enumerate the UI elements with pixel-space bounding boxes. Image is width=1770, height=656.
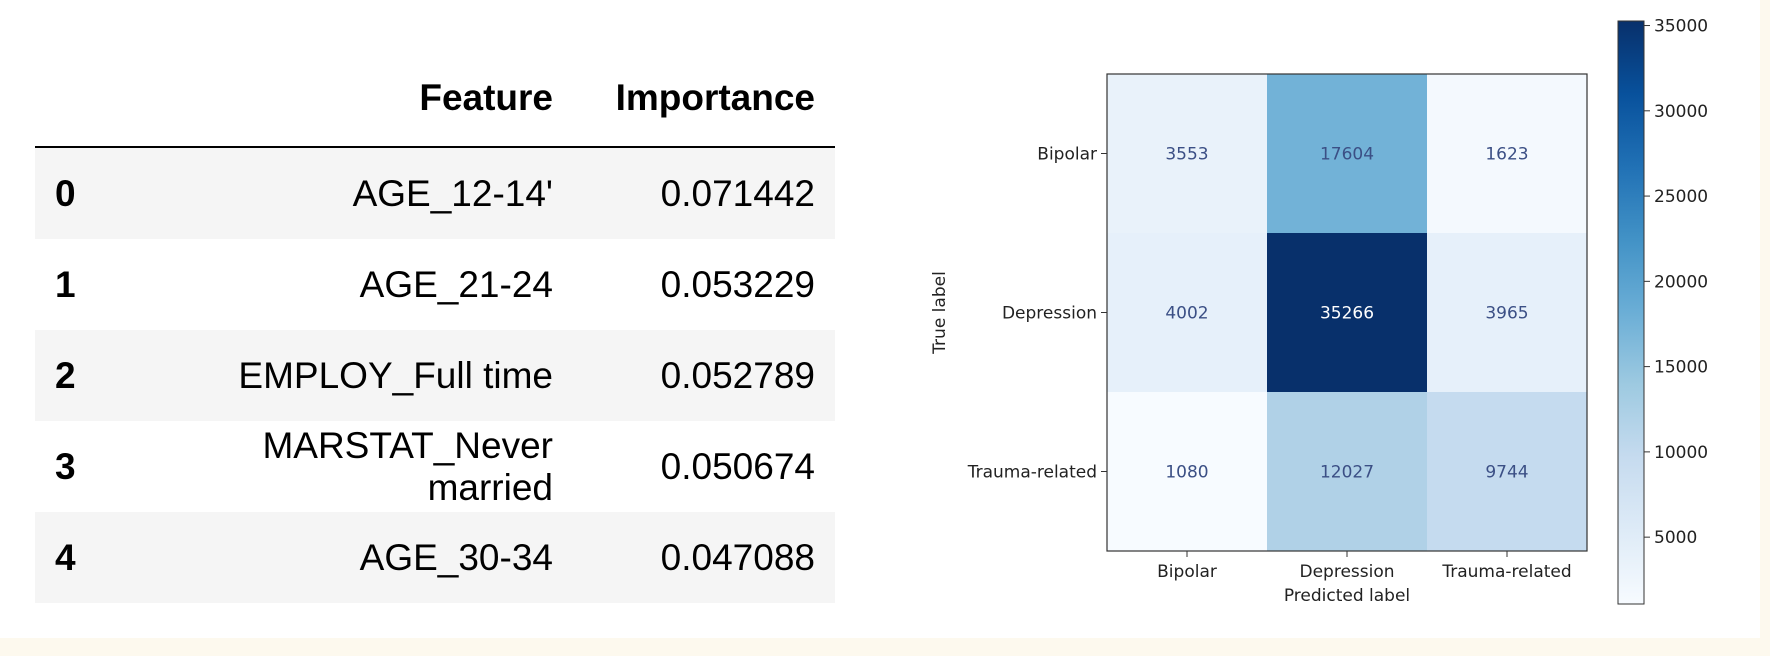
matrix-cell <box>1267 233 1427 392</box>
table-row: 4 AGE_30-34 0.047088 <box>35 512 835 603</box>
matrix-cell <box>1107 233 1267 392</box>
feature-cell: AGE_21-24 <box>359 263 553 305</box>
colorbar-tick-label: 10000 <box>1654 443 1708 463</box>
row-index: 2 <box>55 354 76 396</box>
matrix-cell <box>1427 233 1587 392</box>
y-tick-labels: Bipolar Depression Trauma-related <box>967 145 1107 483</box>
table-row: 0 AGE_12-14' 0.071442 <box>35 147 835 239</box>
matrix-cell <box>1107 74 1267 233</box>
importance-header: Importance <box>573 50 835 148</box>
matrix-cell <box>1267 392 1427 551</box>
row-index: 0 <box>55 172 76 214</box>
x-tick-label: Trauma-related <box>1441 562 1571 582</box>
row-index: 1 <box>55 263 76 305</box>
matrix-cell <box>1427 392 1587 551</box>
cell-value-label: 9744 <box>1485 463 1528 483</box>
colorbar-tick-label: 25000 <box>1654 187 1708 207</box>
y-tick-label: Trauma-related <box>967 463 1097 483</box>
colorbar-tick-label: 35000 <box>1654 17 1708 37</box>
cell-value-label: 1080 <box>1165 463 1208 483</box>
x-tick-label: Depression <box>1299 562 1394 582</box>
table-row: 3 MARSTAT_Never married 0.050674 <box>35 421 835 512</box>
x-tick-labels: Bipolar Depression Trauma-related <box>1157 551 1572 582</box>
cell-value-label: 1623 <box>1485 145 1528 165</box>
y-tick-label: Bipolar <box>1037 145 1097 165</box>
table-row: 1 AGE_21-24 0.053229 <box>35 239 835 330</box>
matrix-cell <box>1267 74 1427 233</box>
colorbar-tick-label: 30000 <box>1654 102 1708 122</box>
cell-value-label: 3965 <box>1485 304 1528 324</box>
importance-cell: 0.071442 <box>660 172 815 214</box>
importance-cell: 0.050674 <box>660 445 815 487</box>
table-row: 2 EMPLOY_Full time 0.052789 <box>35 330 835 421</box>
cell-value-label: 3553 <box>1165 145 1208 165</box>
importance-cell: 0.047088 <box>660 536 815 578</box>
matrix-cells <box>1107 74 1587 551</box>
matrix-cell <box>1427 74 1587 233</box>
feature-cell: MARSTAT_Never married <box>262 424 553 508</box>
y-tick-label: Depression <box>1002 304 1097 324</box>
colorbar <box>1617 20 1645 605</box>
feature-cell: AGE_12-14' <box>352 172 553 214</box>
importance-cell: 0.053229 <box>660 263 815 305</box>
x-tick-label: Bipolar <box>1157 562 1217 582</box>
feature-header: Feature <box>113 50 573 148</box>
colorbar-tick-label: 5000 <box>1654 528 1697 548</box>
feature-cell: AGE_30-34 <box>359 536 553 578</box>
row-index: 4 <box>55 536 76 578</box>
cell-value-labels: 3553 17604 1623 4002 35266 3965 1080 12027 9744 <box>1165 145 1528 483</box>
colorbar-ticks: 5000 10000 15000 20000 25000 30000 35000 <box>1644 17 1708 548</box>
importance-cell: 0.052789 <box>660 354 815 396</box>
feature-cell: EMPLOY_Full time <box>238 354 553 396</box>
feature-importance-table: Feature Importance 0 AGE_12-14' 0.071442… <box>35 50 835 603</box>
cell-value-label: 12027 <box>1320 463 1374 483</box>
colorbar-tick-label: 20000 <box>1654 272 1708 292</box>
cell-value-label: 35266 <box>1320 304 1374 324</box>
y-axis-label: True label <box>930 271 950 355</box>
row-index: 3 <box>55 445 76 487</box>
output-frame: Feature Importance 0 AGE_12-14' 0.071442… <box>0 0 1760 638</box>
index-header <box>35 50 113 148</box>
cell-value-label: 17604 <box>1320 145 1374 165</box>
colorbar-tick-label: 15000 <box>1654 358 1708 378</box>
matrix-cell <box>1107 392 1267 551</box>
x-axis-label: Predicted label <box>1284 586 1410 606</box>
table-header-row: Feature Importance <box>35 50 835 148</box>
cell-value-label: 4002 <box>1165 304 1208 324</box>
